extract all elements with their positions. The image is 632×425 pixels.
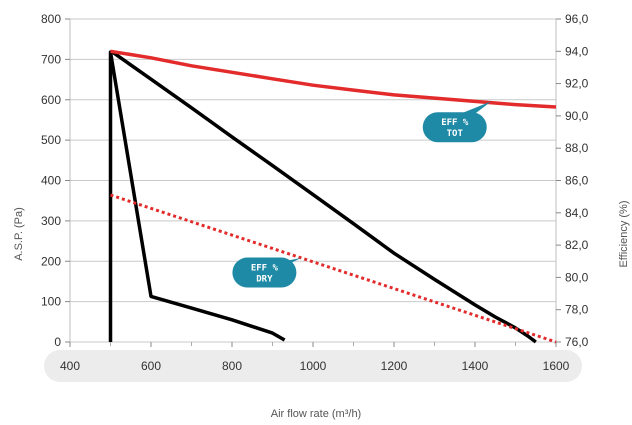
annotation-badge-0: EFF %TOT bbox=[422, 101, 492, 143]
x-tick-label: 1000 bbox=[300, 359, 327, 373]
y-tick-label: 600 bbox=[41, 93, 61, 107]
x-tick-label: 600 bbox=[141, 359, 161, 373]
y-tick-label: 300 bbox=[41, 214, 61, 228]
y2-tick-label: 84,0 bbox=[565, 206, 589, 220]
grid bbox=[69, 18, 557, 343]
annotation-label-line1: EFF % bbox=[441, 118, 469, 128]
y-axis-title: A.S.P. (Pa) bbox=[13, 207, 25, 261]
y-tick-label: 0 bbox=[54, 335, 61, 349]
y-axis-right: 76,0 78,0 80,0 82,0 84,0 86,0 88,0 90,0 92,0 94,0… bbox=[556, 12, 589, 349]
y-tick-label: 400 bbox=[41, 174, 61, 188]
y2-axis-title: Efficiency (%) bbox=[618, 200, 630, 267]
annotation-badge-1: EFF %DRY bbox=[232, 257, 301, 288]
annotation-label-line2: TOT bbox=[447, 129, 464, 139]
x-axis-band bbox=[44, 350, 582, 382]
y-axis-left: 0 100 200 300 400 500 600 700 800 bbox=[41, 12, 70, 349]
y2-tick-label: 88,0 bbox=[565, 141, 589, 155]
series-line-1 bbox=[111, 50, 537, 344]
annotation-pill bbox=[232, 257, 297, 288]
y2-tick-label: 92,0 bbox=[565, 77, 589, 91]
series-line-0 bbox=[108, 50, 286, 342]
y2-tick-label: 94,0 bbox=[565, 44, 589, 58]
series-line-3 bbox=[110, 193, 557, 344]
y-tick-label: 100 bbox=[41, 295, 61, 309]
y2-tick-label: 96,0 bbox=[565, 12, 589, 26]
series-line-2 bbox=[110, 49, 557, 109]
y2-tick-label: 90,0 bbox=[565, 109, 589, 123]
x-axis: 400 600 800 1000 1200 1400 1600 bbox=[44, 342, 582, 382]
y-tick-label: 500 bbox=[41, 133, 61, 147]
annotation-label-line1: EFF % bbox=[251, 264, 279, 274]
x-tick-label: 1200 bbox=[381, 359, 408, 373]
annotation-pill bbox=[422, 112, 487, 143]
x-axis-title: Air flow rate (m³/h) bbox=[271, 408, 361, 420]
y2-tick-label: 78,0 bbox=[565, 303, 589, 317]
annotation-label-line2: DRY bbox=[256, 275, 273, 285]
y-tick-label: 800 bbox=[41, 12, 61, 26]
y2-tick-label: 76,0 bbox=[565, 335, 589, 349]
y2-tick-label: 80,0 bbox=[565, 270, 589, 284]
x-tick-label: 400 bbox=[60, 359, 80, 373]
y2-tick-label: 86,0 bbox=[565, 174, 589, 188]
x-tick-label: 1400 bbox=[462, 359, 489, 373]
y2-tick-label: 82,0 bbox=[565, 238, 589, 252]
y-tick-label: 700 bbox=[41, 52, 61, 66]
x-tick-label: 1600 bbox=[543, 359, 570, 373]
series-layer bbox=[108, 49, 557, 344]
y-tick-label: 200 bbox=[41, 254, 61, 268]
x-tick-label: 800 bbox=[222, 359, 242, 373]
